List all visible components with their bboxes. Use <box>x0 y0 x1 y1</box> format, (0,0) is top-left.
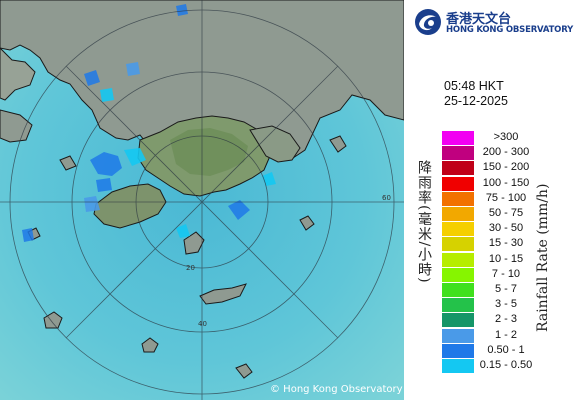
legend-row: 100 - 150 <box>442 176 562 191</box>
legend-swatch <box>442 191 474 206</box>
island-west-2 <box>59 155 77 171</box>
rain-echoes <box>22 4 276 242</box>
timestamp-date: 25-12-2025 <box>444 94 508 108</box>
legend-row: 30 - 50 <box>442 221 562 237</box>
ring-label-20: 20 <box>186 264 195 272</box>
legend-title-zh: 降雨率(毫米/小時) <box>416 160 432 284</box>
legend-row: 0.50 - 1 <box>442 343 562 358</box>
green-hills <box>170 128 248 176</box>
legend-label: 75 - 100 <box>485 191 527 204</box>
legend-label: 50 - 75 <box>488 207 524 219</box>
legend-label: 0.15 - 0.50 <box>479 359 533 371</box>
legend-label: 15 - 30 <box>488 237 524 250</box>
legend-swatch <box>442 252 474 267</box>
legend-row: 15 - 30 <box>442 236 562 252</box>
legend-label: 7 - 10 <box>491 267 521 280</box>
legend-swatch <box>442 131 474 145</box>
radar-map-graphic: 20 40 60 <box>0 0 404 400</box>
island-south-2 <box>141 337 159 353</box>
legend-row: 0.15 - 0.50 <box>442 358 562 373</box>
legend-label: 5 - 7 <box>494 283 517 295</box>
legend-swatch <box>442 283 474 297</box>
legend-swatch <box>442 237 474 252</box>
legend-swatch <box>442 328 474 343</box>
radar-map[interactable]: 20 40 60 © Hong Kong Observatory <box>0 0 404 400</box>
legend-row: 150 - 200 <box>442 160 562 176</box>
island-east-1 <box>329 135 347 153</box>
legend-swatch <box>442 267 474 282</box>
ring-label-40: 40 <box>198 320 207 328</box>
legend-swatch <box>442 359 474 373</box>
legend-row: 1 - 2 <box>442 328 562 343</box>
legend-label: 150 - 200 <box>482 161 530 174</box>
ring-label-60: 60 <box>382 194 391 202</box>
island-south-1 <box>199 283 247 305</box>
info-panel: 香港天文台 HONG KONG OBSERVATORY 05:48 HKT 25… <box>404 0 577 400</box>
legend-row: >300 <box>442 130 562 145</box>
legend-label: 2 - 3 <box>494 313 517 326</box>
legend-row: 10 - 15 <box>442 252 562 267</box>
legend-swatch <box>442 146 474 161</box>
legend-row: 200 - 300 <box>442 145 562 161</box>
east-peninsula <box>249 125 301 163</box>
west-coast-land <box>0 47 36 101</box>
legend-label: 3 - 5 <box>494 298 517 311</box>
legend-swatch <box>442 313 474 328</box>
island-south-3 <box>43 311 63 329</box>
legend-label: 100 - 150 <box>482 176 530 189</box>
org-name-en: HONG KONG OBSERVATORY <box>446 25 574 35</box>
legend-row: 5 - 7 <box>442 282 562 297</box>
hko-swirl-icon <box>415 9 441 35</box>
legend-label: 10 - 15 <box>488 252 524 265</box>
island-lamma <box>183 231 205 255</box>
legend-row: 50 - 75 <box>442 206 562 221</box>
legend-label: 200 - 300 <box>482 146 530 159</box>
island-south-4 <box>235 363 253 379</box>
legend-swatch <box>442 343 474 358</box>
legend-title-en: Rainfall Rate (mm/h) <box>535 183 551 333</box>
legend-label: 1 - 2 <box>494 328 517 341</box>
island-east-2 <box>299 215 315 231</box>
legend-label: 0.50 - 1 <box>487 343 525 356</box>
legend-swatch <box>442 207 474 221</box>
legend-label: >300 <box>493 131 519 143</box>
legend-swatch <box>442 298 474 313</box>
legend-swatch <box>442 222 474 237</box>
legend-swatch <box>442 176 474 191</box>
west-headland <box>0 109 33 143</box>
legend-label: 30 - 50 <box>488 222 524 235</box>
org-name-zh: 香港天文台 <box>446 12 512 27</box>
copyright-text: © Hong Kong Observatory <box>270 384 403 395</box>
range-rings <box>0 0 404 400</box>
legend-swatch <box>442 161 474 176</box>
lantau-island <box>93 183 167 229</box>
legend-row: 75 - 100 <box>442 191 562 206</box>
legend-row: 2 - 3 <box>442 312 562 328</box>
legend-row: 7 - 10 <box>442 267 562 282</box>
timestamp-time: 05:48 HKT <box>444 79 504 93</box>
legend-row: 3 - 5 <box>442 297 562 313</box>
